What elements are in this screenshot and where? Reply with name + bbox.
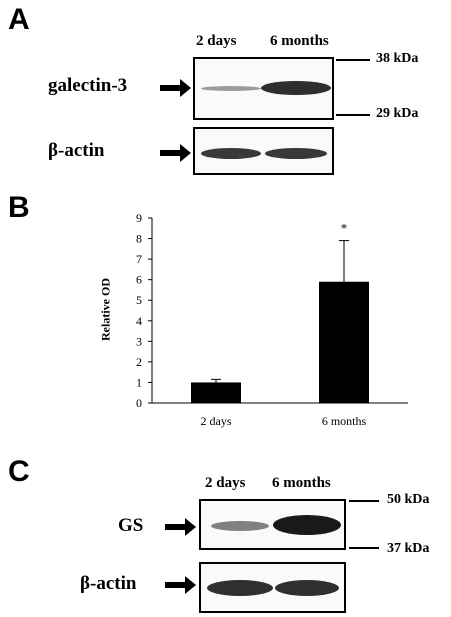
panel-c-actin-label: β-actin <box>80 573 137 594</box>
panel-c-actin-band-6months <box>275 580 339 596</box>
panel-b-bar-chart: 0 1 2 3 4 5 6 7 8 9 2 days 6 months * <box>136 211 408 428</box>
panel-a-galectin3-blot <box>193 57 334 120</box>
y-tick-label: 6 <box>136 273 142 287</box>
significance-marker: * <box>341 221 348 236</box>
panel-c-marker-50kda: 50 kDa <box>387 492 430 507</box>
panel-c-marker-line-37 <box>349 547 379 549</box>
panel-b-letter: B <box>8 191 30 224</box>
panel-c-gs-band-2days <box>211 521 269 531</box>
panel-a-letter: A <box>8 3 30 36</box>
panel-b-ylabel: Relative OD <box>98 278 113 341</box>
y-tick-label: 9 <box>136 211 142 225</box>
panel-c-marker-37kda: 37 kDa <box>387 541 430 556</box>
panel-a-actin-label: β-actin <box>48 140 105 161</box>
y-tick-label: 0 <box>136 396 142 410</box>
panel-c-marker-line-50 <box>349 500 379 502</box>
panel-c-letter: C <box>8 455 30 488</box>
arrow-icon <box>165 576 196 594</box>
panel-c-gs-label: GS <box>118 515 144 536</box>
x-tick-label: 6 months <box>322 414 367 428</box>
panel-c-lane-label-1: 2 days <box>205 475 246 491</box>
panel-a-marker-line-29 <box>336 114 370 116</box>
panel-a-marker-29kda: 29 kDa <box>376 106 419 121</box>
panel-c-gs-blot <box>199 499 346 550</box>
y-tick-label: 5 <box>136 293 142 307</box>
panel-a-marker-line-38 <box>336 59 370 61</box>
panel-a-galectin3-label: galectin-3 <box>48 75 128 96</box>
y-tick-label: 2 <box>136 355 142 369</box>
y-tick-label: 3 <box>136 334 142 348</box>
panel-a-actin-blot <box>193 127 334 175</box>
panel-c-actin-band-2days <box>207 580 273 596</box>
panel-a-lane-label-2: 6 months <box>270 33 329 49</box>
panel-a-actin-band-2days <box>201 148 261 159</box>
panel-a-galectin3-band-2days <box>201 86 261 91</box>
arrow-icon <box>160 79 191 97</box>
arrow-icon <box>165 518 196 536</box>
y-tick-label: 1 <box>136 375 142 389</box>
x-tick-label: 2 days <box>201 414 232 428</box>
panel-a-actin-band-6months <box>265 148 327 159</box>
y-tick-label: 4 <box>136 314 142 328</box>
panel-c-lane-label-2: 6 months <box>272 475 331 491</box>
y-tick-label: 7 <box>136 252 142 266</box>
panel-a-galectin3-band-6months <box>261 81 331 95</box>
panel-a-marker-38kda: 38 kDa <box>376 51 419 66</box>
arrow-icon <box>160 144 191 162</box>
panel-a-lane-label-1: 2 days <box>196 33 237 49</box>
y-tick-label: 8 <box>136 232 142 246</box>
bar <box>319 281 369 403</box>
bar <box>191 382 241 403</box>
panel-c-gs-band-6months <box>273 515 341 535</box>
panel-c-actin-blot <box>199 562 346 613</box>
